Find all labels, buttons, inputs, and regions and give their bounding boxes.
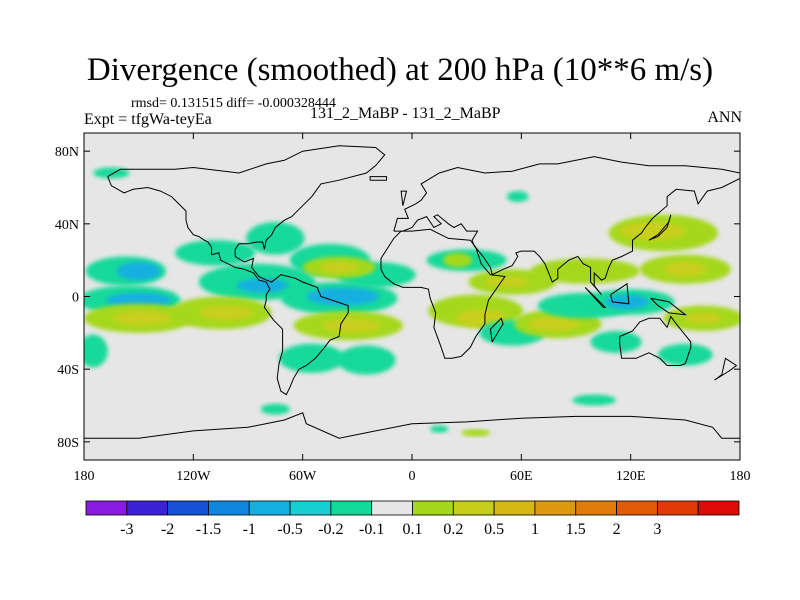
x-axis: 180 120W 60W 0 60E 120E 180: [74, 133, 751, 484]
contour-region-9: [105, 292, 172, 308]
colorbar-swatch-14: [656, 500, 699, 516]
contour-fill-group: [84, 167, 740, 437]
colorbar-swatch-10: [493, 500, 536, 516]
colorbar-label-6: -0.1: [359, 521, 384, 538]
contour-region-2: [175, 240, 256, 266]
coastline-7: [648, 214, 672, 241]
coastline-2: [380, 228, 506, 359]
coastline-5: [400, 190, 408, 206]
colorbar-label-5: -0.2: [318, 521, 343, 538]
colorbar-swatch-5: [289, 500, 332, 516]
rmsd-text: rmsd= 0.131515 diff= -0.000328444: [131, 96, 336, 111]
colorbar-label-2: -1.5: [196, 521, 221, 538]
coastline-8: [584, 287, 607, 308]
colorbar-swatch-13: [616, 500, 658, 516]
case-label: 131_2_MaBP - 131_2_MaBP: [310, 105, 501, 122]
contour-region-20: [278, 343, 345, 373]
contour-region-3: [246, 222, 305, 255]
colorbar-swatch-15: [697, 500, 740, 516]
contour-region-44: [572, 394, 617, 406]
coastline-6: [369, 176, 387, 181]
contour-region-15: [113, 311, 172, 326]
colorbar-swatch-3: [208, 500, 250, 516]
chart-title: Divergence (smoothed) at 200 hPa (10**6 …: [86, 52, 714, 88]
contour-region-22: [337, 345, 396, 375]
colorbar-label-3: -1: [243, 521, 256, 538]
colorbar-label-4: -0.5: [277, 521, 302, 538]
colorbar-swatch-4: [248, 500, 291, 516]
x-tick-label-6: 180: [730, 469, 751, 484]
contour-region-48: [93, 167, 130, 179]
coastline-11: [489, 317, 504, 343]
y-tick-label-4: 80S: [57, 436, 79, 451]
contour-region-7: [237, 278, 289, 293]
contour-region-26: [484, 276, 529, 288]
colorbar-swatch-8: [412, 500, 454, 516]
x-tick-label-0: 180: [74, 469, 95, 484]
colorbar-label-8: 0.2: [443, 521, 463, 538]
colorbar-swatch-11: [534, 500, 577, 516]
contour-region-1: [116, 261, 161, 281]
y-tick-label-3: 40S: [57, 363, 79, 378]
contour-region-11: [306, 287, 380, 306]
contour-region-47: [461, 429, 491, 437]
contour-region-37: [605, 294, 649, 310]
colorbar-label-1: -2: [161, 521, 174, 538]
coastline-0: [107, 145, 386, 396]
coastline-1: [393, 156, 740, 296]
colorbar-swatch-12: [575, 500, 617, 516]
contour-region-21: [84, 334, 108, 368]
y-tick-label-1: 40N: [55, 218, 79, 233]
contour-region-31: [528, 316, 580, 332]
y-axis: 80N 40N 0 40S 80S: [55, 145, 740, 451]
experiment-label: Expt = tfgWa-teyEa: [84, 111, 212, 128]
coastline-10: [650, 297, 687, 316]
colorbar-swatch-6: [330, 500, 373, 516]
y-tick-label-0: 80N: [55, 145, 79, 160]
x-tick-label-1: 120W: [176, 469, 211, 484]
colorbar-label-0: -3: [120, 521, 133, 538]
colorbar-label-11: 1.5: [566, 521, 586, 538]
contour-region-19: [322, 318, 382, 333]
coastline-12: [714, 357, 738, 381]
contour-region-49: [506, 191, 529, 203]
colorbar: -3 -2 -1.5 -1 -0.5 -0.2 -0.1 0.1 0.2 0.5 1 1.5 2 3: [85, 500, 740, 538]
contour-region-42: [590, 331, 642, 353]
colorbar-label-7: 0.1: [403, 521, 423, 538]
colorbar-swatch-9: [452, 500, 495, 516]
colorbar-swatch-2: [167, 500, 209, 516]
contour-region-39: [663, 261, 708, 277]
contour-region-28: [442, 252, 473, 268]
x-tick-label-5: 120E: [616, 469, 646, 484]
colorbar-label-13: 3: [653, 521, 661, 538]
contour-region-41: [685, 312, 722, 324]
y-tick-label-2: 0: [72, 291, 79, 306]
colorbar-swatch-7: [371, 500, 413, 516]
colorbar-label-9: 0.5: [484, 521, 504, 538]
colorbar-label-12: 2: [613, 521, 621, 538]
x-tick-label-3: 0: [409, 469, 416, 484]
x-tick-label-4: 60E: [510, 469, 533, 484]
contour-region-45: [260, 403, 290, 415]
coastline-group: [84, 145, 740, 439]
contour-region-35: [619, 222, 686, 241]
contour-region-13: [320, 261, 358, 273]
contour-region-17: [198, 305, 254, 321]
colorbar-label-10: 1: [531, 521, 539, 538]
colorbar-swatch-0: [85, 500, 128, 516]
coastline-9: [610, 282, 630, 305]
contour-region-46: [430, 425, 449, 433]
colorbar-swatch-1: [126, 500, 169, 516]
contour-region-43: [658, 343, 713, 366]
coastline-4: [84, 412, 740, 439]
x-tick-label-2: 60W: [289, 469, 317, 484]
coastline-3: [619, 315, 692, 366]
contour-region-32: [530, 258, 640, 284]
season-label: ANN: [707, 109, 742, 126]
